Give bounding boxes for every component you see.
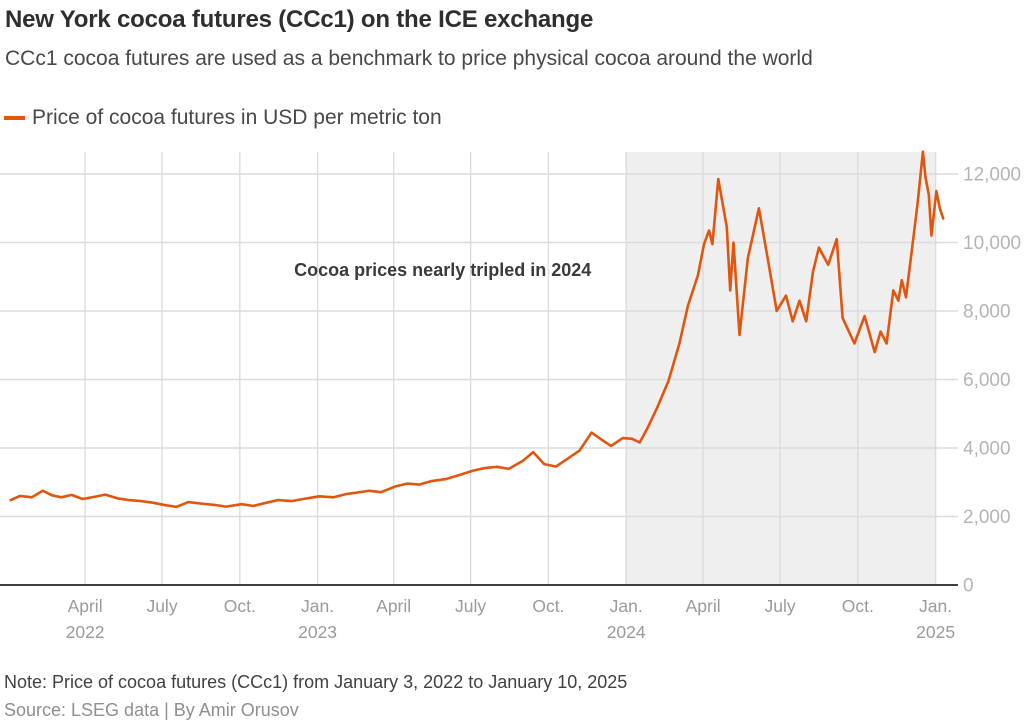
- legend-line-swatch: [4, 116, 25, 120]
- x-axis-year-label: 2024: [607, 622, 646, 642]
- chart-annotation: Cocoa prices nearly tripled in 2024: [294, 260, 591, 280]
- x-axis-year-label: 2023: [298, 622, 337, 642]
- chart-source: Source: LSEG data | By Amir Orusov: [4, 700, 299, 720]
- x-axis-month-label: Jan.: [610, 596, 643, 616]
- x-axis-month-label: April: [376, 596, 411, 616]
- x-axis-month-label: July: [146, 596, 177, 616]
- y-axis-label: 4,000: [963, 439, 1011, 460]
- page-title: New York cocoa futures (CCc1) on the ICE…: [5, 6, 594, 33]
- x-axis-year-label: 2022: [66, 622, 105, 642]
- x-axis-month-label: Oct.: [532, 596, 564, 616]
- price-line: [9, 150, 945, 509]
- x-axis-month-label: July: [455, 596, 486, 616]
- x-axis-month-label: Jan.: [301, 596, 334, 616]
- x-axis-year-label: 2025: [916, 622, 955, 642]
- y-axis-label: 2,000: [963, 507, 1011, 528]
- y-axis-label: 12,000: [963, 165, 1021, 186]
- x-axis-month-label: Oct.: [224, 596, 256, 616]
- x-axis-month-label: July: [764, 596, 795, 616]
- chart-note: Note: Price of cocoa futures (CCc1) from…: [4, 672, 628, 692]
- legend-series-label: Price of cocoa futures in USD per metric…: [32, 106, 442, 129]
- y-axis-label: 6,000: [963, 370, 1011, 391]
- chart-legend: Price of cocoa futures in USD per metric…: [4, 106, 442, 130]
- highlight-band-2024: [626, 152, 936, 585]
- x-axis-month-label: April: [68, 596, 103, 616]
- x-axis-month-label: Oct.: [842, 596, 874, 616]
- y-axis-label: 10,000: [963, 233, 1021, 254]
- chart-subtitle: CCc1 cocoa futures are used as a benchma…: [5, 47, 813, 70]
- x-axis-month-label: Jan.: [919, 596, 952, 616]
- cocoa-price-chart: 0 2,000 4,000 6,000 8,000 10,000 12,000 April 20…: [0, 140, 1024, 680]
- cocoa-price-line-chart: 0 2,000 4,000 6,000 8,000 10,000 12,000 April 20…: [0, 150, 1021, 642]
- x-axis-month-label: April: [686, 596, 721, 616]
- y-axis-label: 0: [963, 576, 974, 597]
- y-axis-label: 8,000: [963, 302, 1011, 323]
